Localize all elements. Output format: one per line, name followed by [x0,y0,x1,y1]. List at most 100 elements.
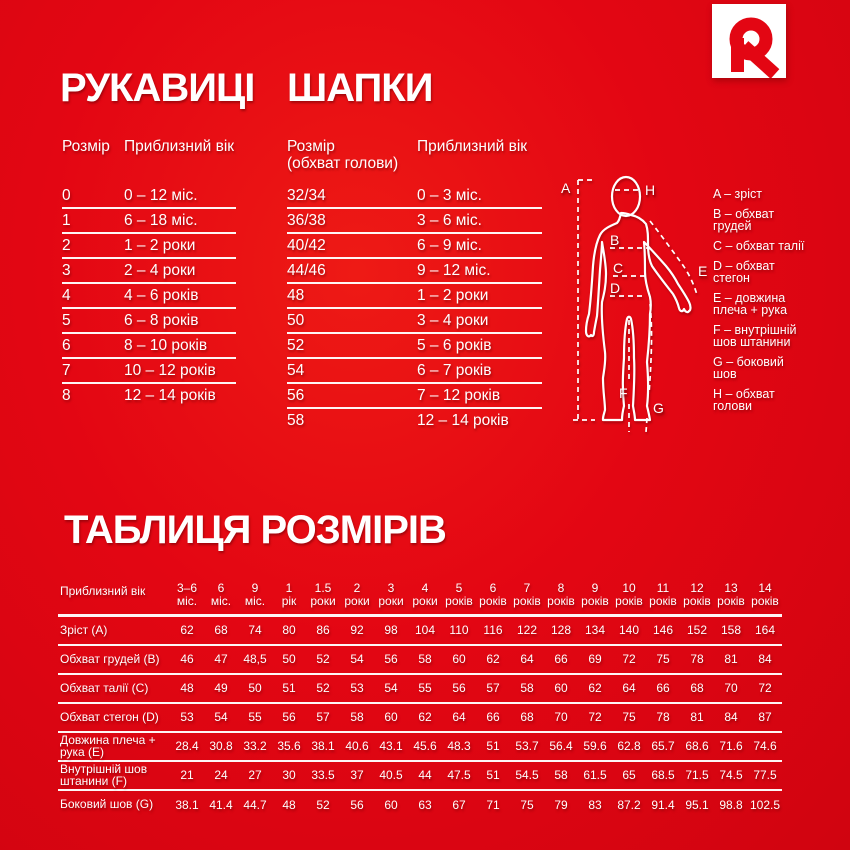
mittens-age-cell: 8 – 10 років [124,333,236,359]
size-value-cell: 53.7 [510,731,544,762]
legend-item: A – зріст [713,187,762,201]
age-column-header: 3 роки [374,574,408,617]
size-value-cell: 64 [510,644,544,675]
size-value-cell: 68.5 [646,760,680,791]
size-value-cell: 74.5 [714,760,748,791]
size-value-cell: 72 [578,702,612,733]
age-column-header: 11 років [646,574,680,617]
hats-row: 56 7 – 12 років [287,383,542,409]
mittens-size-cell: 3 [62,258,124,284]
age-column-unit: років [615,594,643,608]
size-value-cell: 70 [714,673,748,704]
mittens-size-cell: 2 [62,233,124,259]
size-value-cell: 60 [374,702,408,733]
legend-item: H – обхват голови [713,387,775,413]
figure-label-G: G [653,400,664,416]
measurement-row: Боковий шов (G) 38.1 41.4 44.7 48 52 56 60 63 67 7… [58,790,782,819]
age-column-value: 3–6 [176,581,198,595]
size-value-cell: 68 [510,702,544,733]
measurement-label: Обхват стегон (D) [58,702,170,733]
mittens-age-cell: 1 – 2 роки [124,233,236,259]
age-column-value: 1.5 [314,581,332,595]
mittens-size-cell: 1 [62,208,124,234]
size-value-cell: 62 [170,615,204,646]
size-value-cell: 66 [646,673,680,704]
age-column-header: 3–6 міс. [170,574,204,617]
size-value-cell: 35.6 [272,731,306,762]
size-value-cell: 140 [612,615,646,646]
size-value-cell: 92 [340,615,374,646]
size-value-cell: 69 [578,644,612,675]
hats-size-cell: 36/38 [287,208,417,234]
size-value-cell: 66 [476,702,510,733]
size-value-cell: 56 [272,702,306,733]
size-value-cell: 52 [306,644,340,675]
hats-age-cell: 9 – 12 міс. [417,258,542,284]
size-value-cell: 75 [612,702,646,733]
age-column-value: 1 [285,581,293,595]
mittens-row: 8 12 – 14 років [62,383,236,407]
mittens-header-row: Розмір Приблизний вік [62,138,236,184]
hats-row: 54 6 – 7 років [287,358,542,384]
age-column-value: 7 [523,581,531,595]
measurement-row: Обхват стегон (D) 53 54 55 56 57 58 60 62 64 66 68 7… [58,702,782,733]
size-value-cell: 47.5 [442,760,476,791]
size-value-cell: 71.5 [680,760,714,791]
size-value-cell: 62 [476,644,510,675]
measurement-label: Обхват талії (C) [58,673,170,704]
size-value-cell: 81 [714,644,748,675]
mittens-size-header: Розмір [62,138,110,155]
measurement-label: Обхват грудей (B) [58,644,170,675]
size-value-cell: 58 [544,760,578,791]
mittens-size-cell: 6 [62,333,124,359]
size-value-cell: 56 [442,673,476,704]
hats-age-cell: 7 – 12 років [417,383,542,409]
size-value-cell: 46 [170,644,204,675]
age-column-unit: міс. [210,594,232,608]
size-value-cell: 66 [544,644,578,675]
age-column-unit: років [479,594,507,608]
measurement-row: Внутрішній шов штанини (F) 21 24 27 30 33.5 37… [58,760,782,791]
size-value-cell: 60 [544,673,578,704]
size-value-cell: 116 [476,615,510,646]
size-value-cell: 45.6 [408,731,442,762]
size-value-cell: 58 [408,644,442,675]
size-value-cell: 74 [238,615,272,646]
size-value-cell: 60 [442,644,476,675]
size-value-cell: 53 [340,673,374,704]
age-column-header: 1 рік [272,574,306,617]
body-measurement-diagram: A B C D E F G H [561,175,707,433]
hats-size-cell: 32/34 [287,184,417,209]
size-value-cell: 24 [204,760,238,791]
size-value-cell: 50 [238,673,272,704]
size-value-cell: 74.6 [748,731,782,762]
legend-item: G – боковий шов [713,355,784,381]
measurement-row: Обхват талії (C) 48 49 50 51 52 53 54 55 56 57 58 60… [58,673,782,704]
figure-label-F: F [619,385,628,401]
size-value-cell: 146 [646,615,680,646]
age-column-header: 8 років [544,574,578,617]
size-value-cell: 122 [510,615,544,646]
size-value-cell: 27 [238,760,272,791]
size-value-cell: 56 [350,797,364,812]
size-value-cell: 83 [588,797,602,812]
measurement-row: Обхват грудей (B) 46 47 48,5 50 52 54 56 58 60 62 6… [58,644,782,675]
age-column-value: 6 [217,581,225,595]
figure-label-C: C [613,260,623,276]
size-value-cell: 40.6 [340,731,374,762]
size-value-cell: 51 [476,760,510,791]
hats-row: 44/46 9 – 12 міс. [287,258,542,284]
size-value-cell: 78 [646,702,680,733]
age-column-header: 5 років [442,574,476,617]
size-value-cell: 68.6 [680,731,714,762]
age-row-header: Приблизний вік [58,574,170,617]
mittens-size-cell: 4 [62,283,124,309]
mittens-age-cell: 0 – 12 міс. [124,184,236,209]
hats-size-cell: 44/46 [287,258,417,284]
size-table-header-row: Приблизний вік 3–6 міс. 6 міс. 9 міс. 1 рік 1.5 р… [58,574,782,617]
hats-header-row: Розмір (обхват голови) Приблизний вік [287,138,542,184]
size-value-cell: 48 [170,673,204,704]
